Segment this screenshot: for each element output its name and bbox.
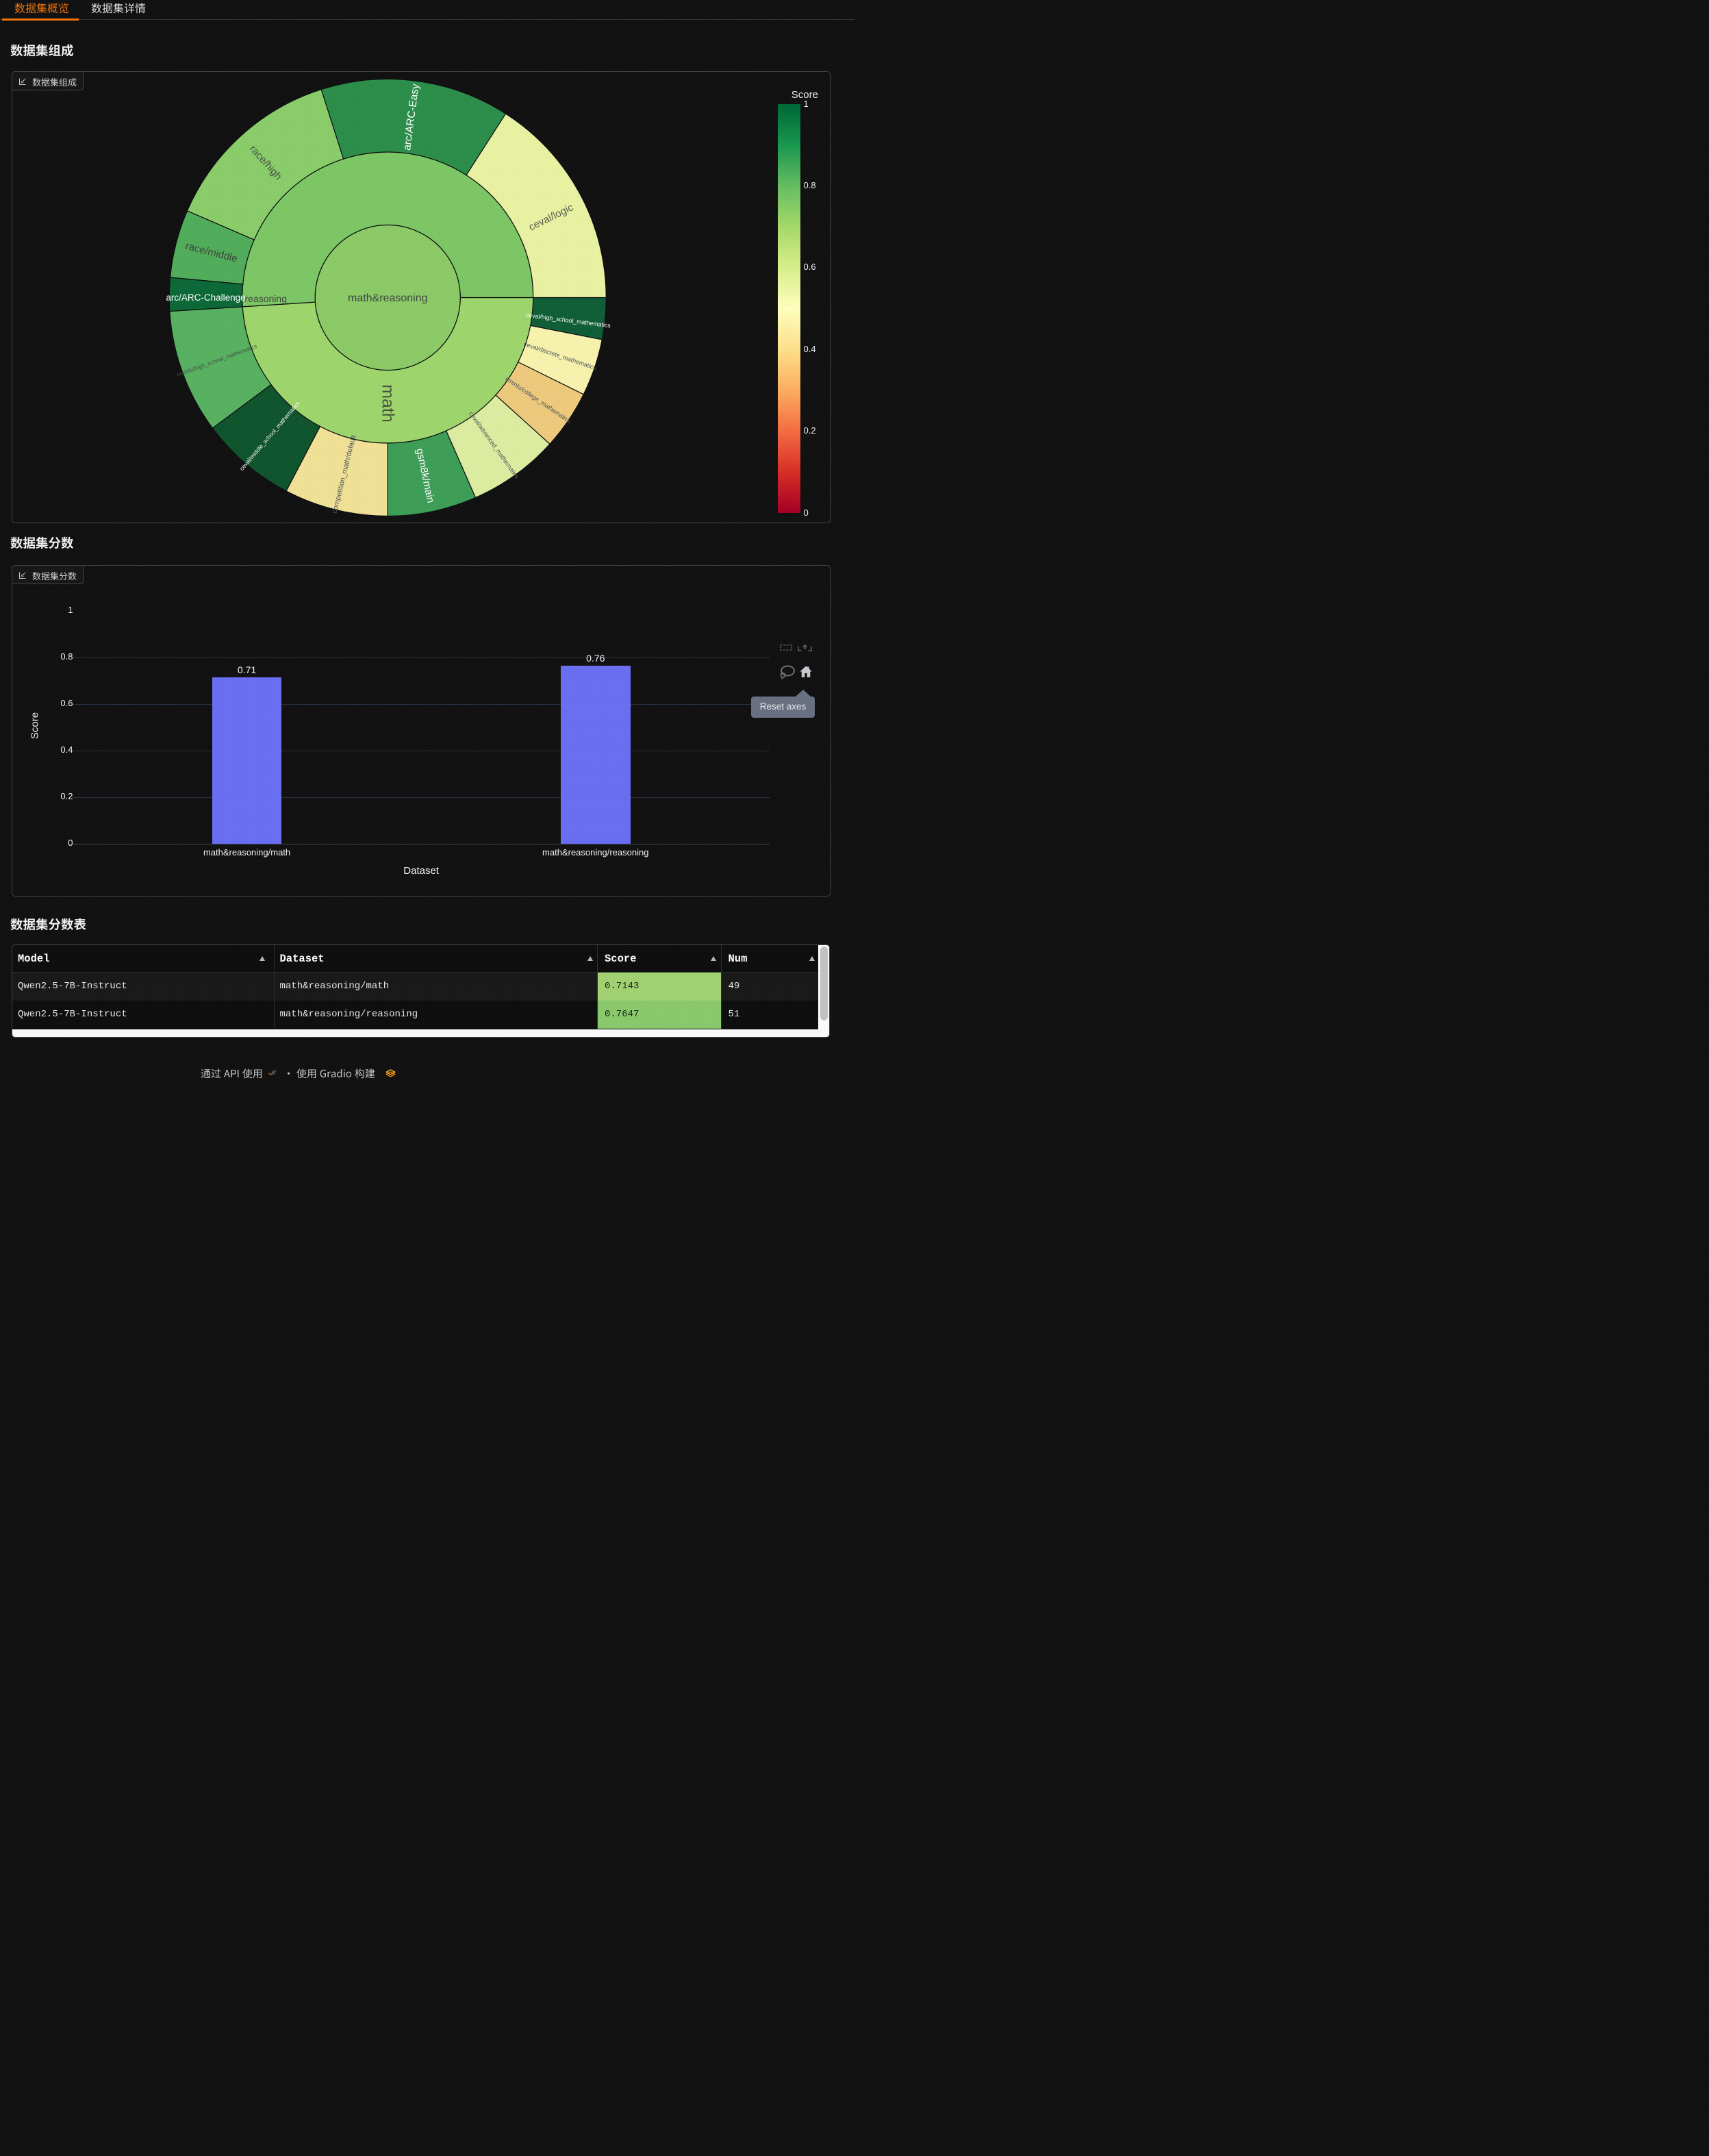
svg-text:arc/ARC-Challenge: arc/ARC-Challenge bbox=[166, 292, 245, 303]
svg-text:math: math bbox=[378, 384, 397, 423]
svg-text:math&reasoning: math&reasoning bbox=[348, 292, 428, 304]
svg-text:reasoning: reasoning bbox=[244, 293, 287, 304]
